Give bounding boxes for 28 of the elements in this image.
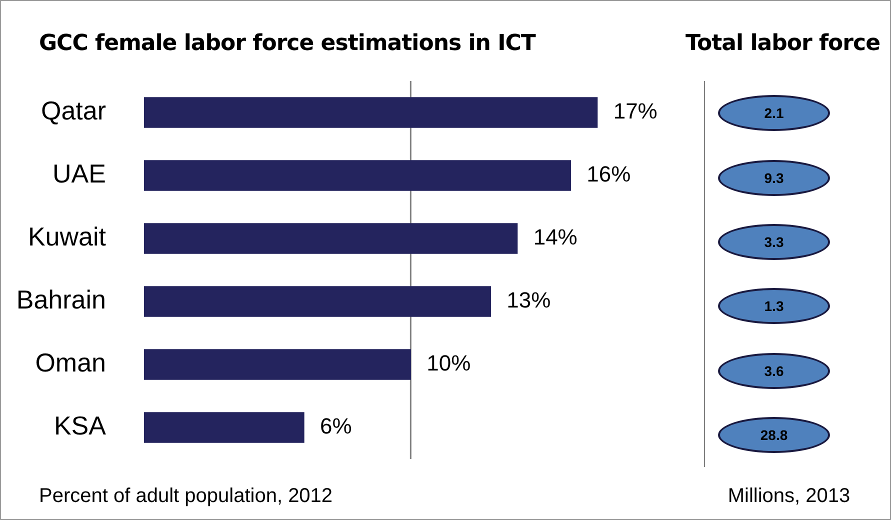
y-tick-label: UAE (52, 158, 106, 189)
bar (144, 349, 411, 380)
bar (144, 160, 571, 191)
oval-badge: 9.3 (718, 160, 830, 196)
y-tick-label: Qatar (40, 96, 106, 126)
x-axis-title: Percent of adult population, 2012 (39, 485, 333, 508)
chart-title: GCC female labor force estimations in ICT (39, 31, 536, 56)
data-label: 10% (426, 350, 471, 376)
data-label: 6% (320, 414, 352, 439)
oval-badge: 28.8 (718, 416, 830, 453)
y-tick-label: Kuwait (28, 222, 107, 252)
oval-badge: 3.3 (718, 224, 830, 260)
data-label: 16% (586, 162, 631, 187)
y-tick-label: KSA (54, 410, 107, 441)
text: Millions, 2013 (726, 485, 852, 508)
data-label: 14% (533, 224, 578, 250)
y-tick-label: Oman (35, 348, 106, 378)
text: Total labor force (685, 31, 880, 56)
oval-badge: 3.6 (718, 352, 830, 388)
oval-badge: 1.3 (718, 288, 830, 324)
y-tick-label: Bahrain (16, 284, 106, 315)
bar (144, 97, 598, 128)
oval-badge: 2.1 (718, 95, 830, 132)
bar (144, 223, 518, 254)
bar (144, 286, 491, 317)
data-label: 13% (506, 288, 551, 313)
data-label: 17% (613, 98, 658, 124)
bar (144, 412, 304, 443)
